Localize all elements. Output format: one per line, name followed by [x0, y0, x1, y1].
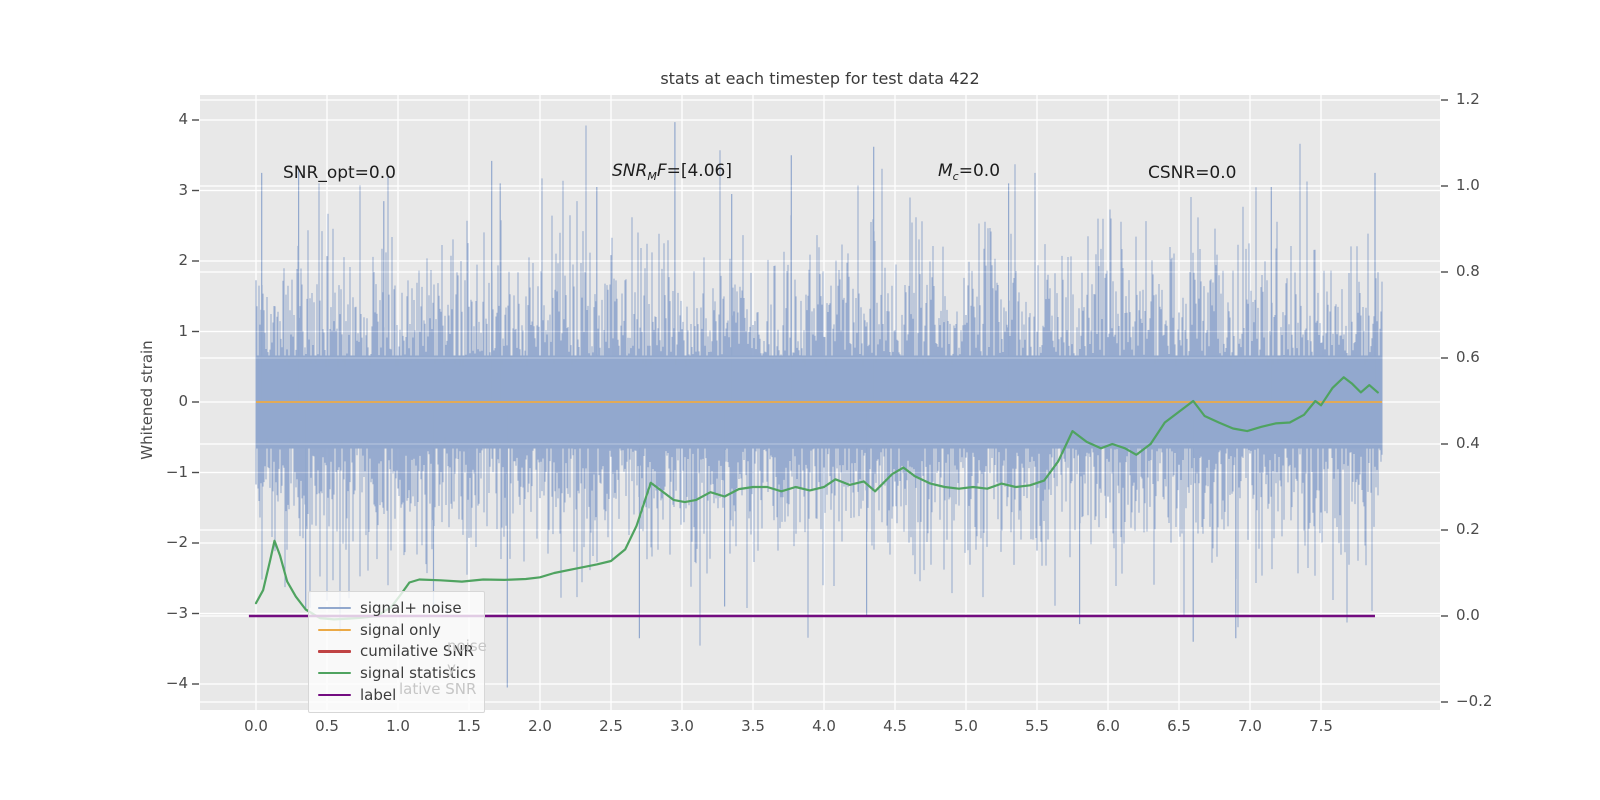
x-tick-label: 0.0	[244, 717, 268, 735]
legend-label: cumilative SNR	[360, 642, 474, 661]
yright-tick-label: 0.6	[1456, 348, 1480, 366]
legend-item-cumilative-SNR: cumilative SNR	[318, 641, 478, 663]
yleft-tick-label: 3	[178, 180, 188, 199]
ghost-legend-text: noise	[447, 637, 487, 655]
x-tick-label: 2.5	[599, 717, 623, 735]
annotation-csnr: CSNR=0.0	[1148, 163, 1236, 183]
annotation-text: =0.0	[958, 161, 1001, 181]
annotation-text: M	[938, 161, 953, 181]
annotation-text: CSNR=0.0	[1148, 163, 1237, 183]
annotation-text: c	[952, 170, 959, 183]
yleft-tick-label: 2	[178, 251, 188, 269]
legend-swatch	[318, 628, 351, 631]
annotation-text: M	[647, 170, 657, 183]
yright-tick-label: 0.2	[1456, 520, 1480, 538]
x-tick-label: 7.0	[1238, 717, 1262, 735]
legend-item-signal-only: signal only	[318, 619, 478, 641]
yleft-tick-label: 4	[178, 110, 188, 128]
annotation-text: F	[656, 161, 667, 181]
annotation-text: SNR_opt=0.0	[283, 163, 396, 183]
x-tick-label: 0.5	[315, 717, 339, 735]
legend-label: label	[360, 686, 397, 705]
annotation-mc: Mc=0.0	[938, 161, 1000, 183]
legend-swatch	[318, 693, 351, 697]
x-tick-label: 3.0	[670, 717, 694, 735]
legend-item-label: label	[318, 684, 478, 706]
noise-spikes	[261, 122, 1376, 688]
annotation-snr-opt: SNR_opt=0.0	[283, 163, 396, 183]
legend-item-signal-noise: signal+ noise	[318, 597, 478, 619]
legend-swatch	[318, 650, 351, 653]
x-tick-label: 5.0	[954, 717, 978, 735]
x-tick-label: 3.5	[741, 717, 765, 735]
yright-tick-label: −0.2	[1456, 692, 1493, 710]
x-tick-label: 6.5	[1167, 717, 1191, 735]
x-tick-label: 6.0	[1096, 717, 1120, 735]
tick-marks	[192, 99, 1448, 703]
x-tick-label: 7.5	[1309, 717, 1333, 735]
yright-tick-label: 0.8	[1456, 262, 1480, 280]
yleft-tick-label: −2	[165, 533, 188, 551]
x-tick-label: 4.5	[883, 717, 907, 735]
yleft-tick-label: −1	[165, 462, 188, 481]
chart-title: stats at each timestep for test data 422	[660, 69, 980, 88]
legend: signal+ noise signal only cumilative SNR si…	[308, 591, 485, 713]
yright-tick-label: 1.0	[1456, 176, 1480, 194]
ghost-legend-text: y	[447, 659, 456, 677]
series-signal-noise	[255, 125, 1383, 646]
legend-label: signal statistics	[360, 664, 477, 683]
annotation-text: =[4.06]	[666, 161, 732, 181]
yleft-tick-label: 0	[178, 392, 188, 410]
legend-swatch	[318, 606, 351, 610]
yright-tick-label: 0.0	[1456, 606, 1480, 624]
yleft-tick-label: 1	[178, 321, 188, 340]
annotation-snr-mf: SNRMF=[4.06]	[612, 161, 732, 183]
yright-tick-label: 1.2	[1456, 90, 1480, 108]
x-tick-label: 2.0	[528, 717, 552, 735]
x-tick-label: 1.5	[457, 717, 481, 735]
yleft-tick-label: −4	[165, 674, 188, 692]
legend-label: signal+ noise	[360, 598, 462, 617]
annotation-text: SNR	[612, 161, 648, 181]
legend-label: signal only	[360, 620, 441, 639]
x-tick-label: 1.0	[386, 717, 410, 735]
yleft-tick-label: −3	[165, 603, 188, 622]
ghost-legend-text: lative SNR	[399, 680, 477, 698]
yright-tick-label: 0.4	[1456, 434, 1480, 452]
legend-swatch	[318, 672, 351, 675]
legend-item-signal-statistics: signal statistics	[318, 662, 478, 684]
x-tick-label: 5.5	[1025, 717, 1049, 735]
x-tick-label: 4.0	[812, 717, 836, 735]
